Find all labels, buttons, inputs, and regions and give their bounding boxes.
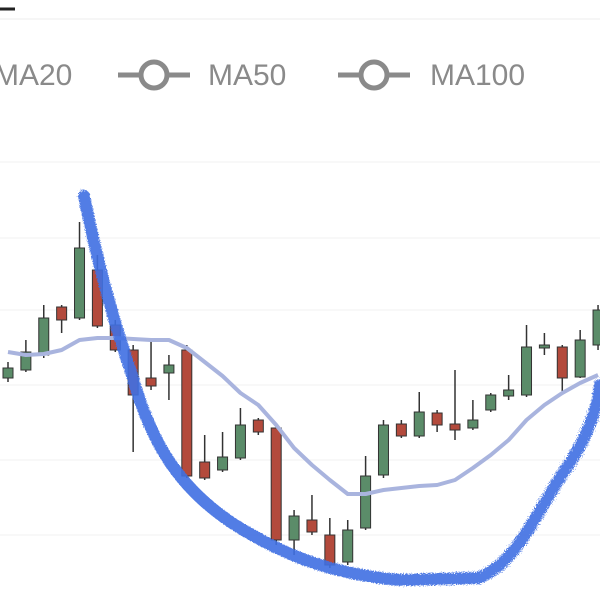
legend-marker	[118, 59, 190, 91]
candle-body	[467, 419, 479, 429]
legend-label[interactable]: MA100	[430, 59, 525, 92]
candle-body	[270, 427, 282, 541]
candle-body	[538, 344, 550, 349]
legend: MA20 MA50 MA100	[0, 59, 525, 92]
candle-body	[163, 364, 175, 374]
candle-body	[217, 456, 229, 471]
candle-body	[556, 346, 568, 379]
annotation-scribble	[78, 190, 600, 587]
plot	[2, 222, 600, 568]
candle-body	[342, 529, 354, 563]
candle-body	[503, 389, 515, 397]
candle-body	[38, 317, 50, 356]
candle-body	[2, 367, 14, 379]
candle-body	[592, 309, 600, 346]
candle-body	[485, 394, 497, 411]
candle-body	[252, 419, 264, 433]
candle-body	[395, 423, 407, 437]
candle-body	[199, 461, 211, 479]
legend-label[interactable]: MA20	[0, 59, 72, 92]
candle-body	[20, 351, 32, 371]
candle-body	[288, 515, 300, 541]
candle-body	[449, 423, 461, 431]
candle-body	[431, 412, 443, 426]
legend-marker	[338, 59, 410, 91]
candle-body	[521, 346, 533, 396]
candle-body	[377, 424, 389, 476]
legend-label[interactable]: MA50	[208, 59, 286, 92]
candle-body	[234, 424, 246, 459]
candle-body	[574, 339, 586, 378]
candle-body	[306, 519, 318, 533]
ma-line	[7, 336, 599, 496]
candle-body	[56, 306, 68, 321]
candle-body	[181, 349, 193, 477]
candle-body	[145, 377, 157, 387]
candle-body	[413, 411, 425, 437]
candle-body	[74, 247, 86, 319]
candle-body	[360, 475, 372, 529]
candle-body	[324, 534, 336, 566]
